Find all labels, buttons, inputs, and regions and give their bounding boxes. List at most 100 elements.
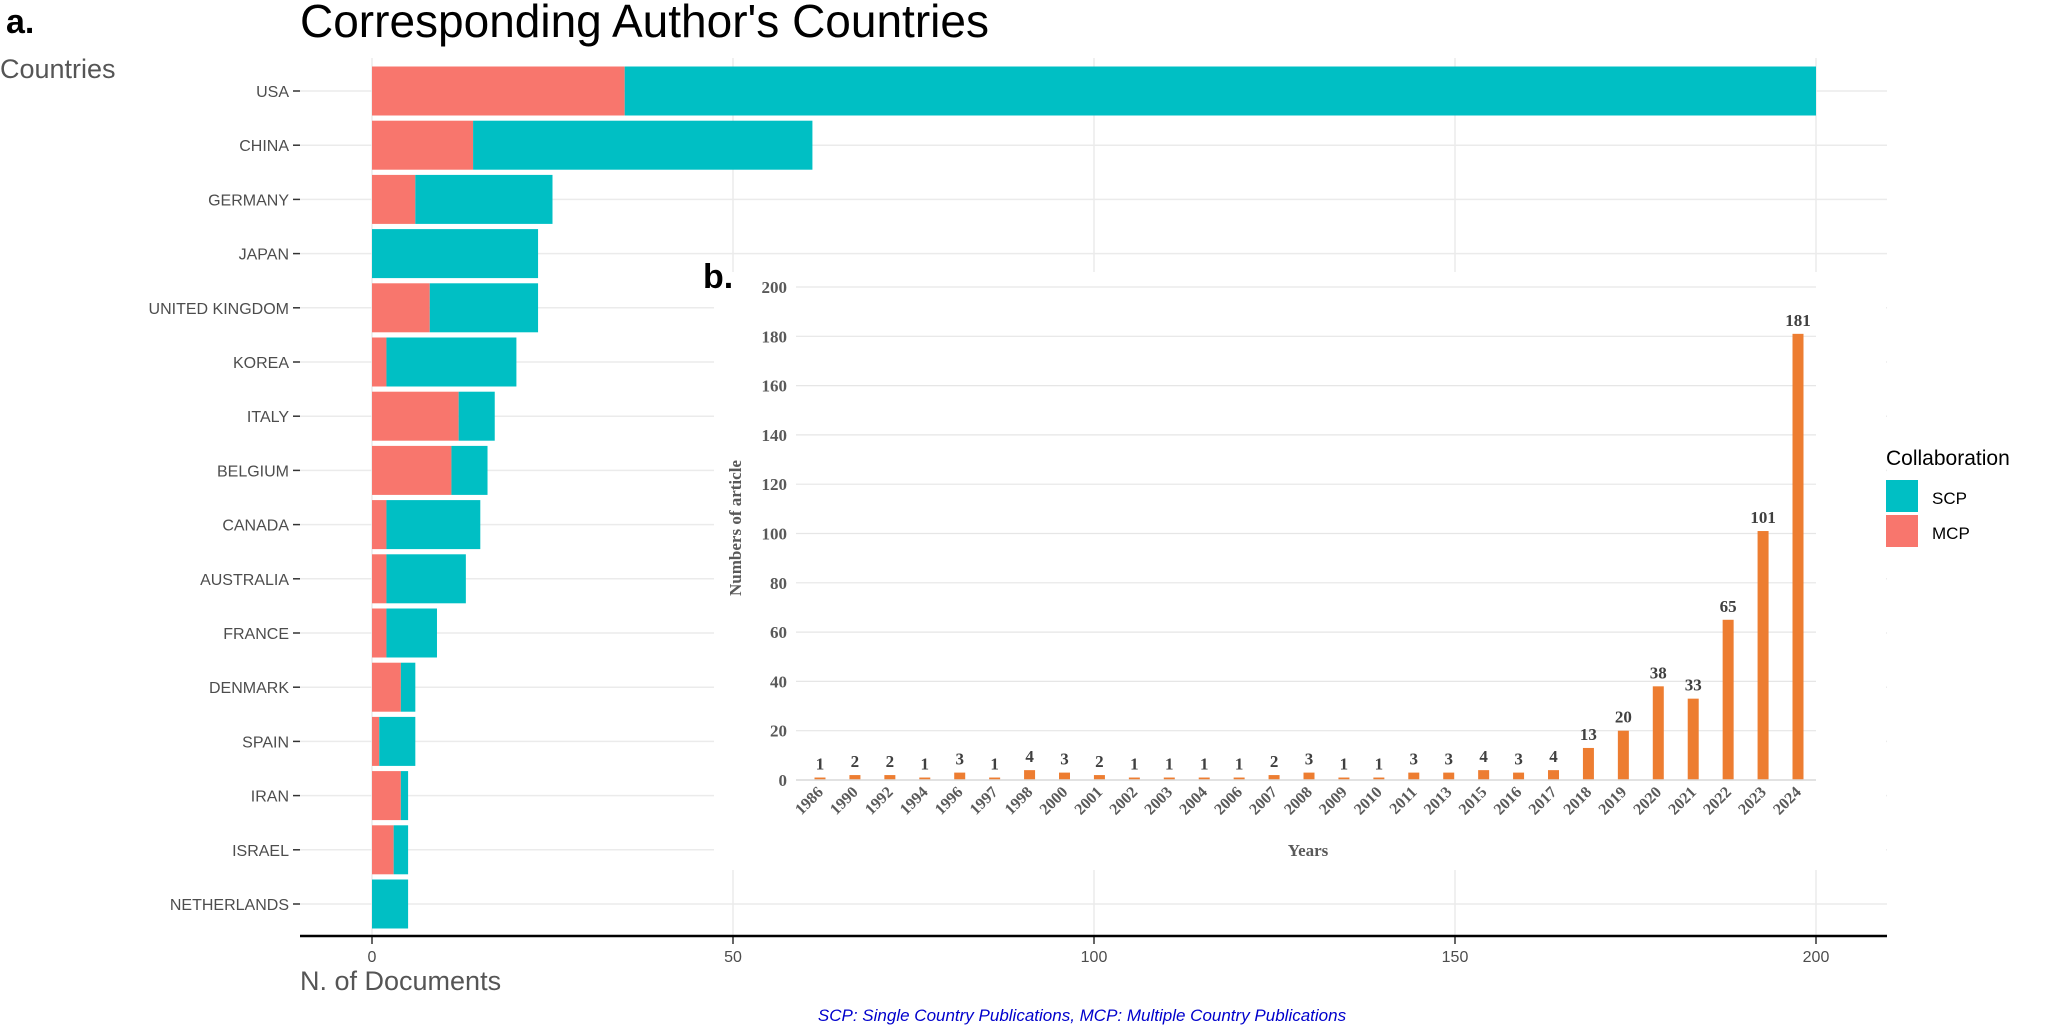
legend: Collaboration SCP MCP [1886,447,2010,547]
bar-italy-scp [458,391,495,441]
bar-year-1996 [954,772,966,780]
data-label: 4 [1025,747,1034,766]
data-label: 13 [1580,725,1597,744]
bar-year-2004 [1198,777,1210,780]
y-tick-label: 80 [770,574,787,593]
data-label: 65 [1720,597,1737,616]
bar-year-2007 [1268,775,1280,780]
data-label: 3 [1514,750,1523,769]
legend-key-mcp [1886,515,1918,547]
bar-year-2000 [1059,772,1070,780]
bar-united-kingdom-mcp [372,283,430,333]
y-tick-label: 200 [762,278,788,297]
bar-year-2019 [1617,730,1629,780]
y-tick-label: 20 [770,722,787,741]
data-label: 3 [1410,750,1419,769]
x-tick-label: 0 [368,949,377,966]
panel-b-y-axis-title: Numbers of article [726,460,745,596]
legend-label-scp: SCP [1932,489,1967,508]
data-label: 3 [955,750,964,769]
x-tick-label: 150 [1442,949,1469,966]
bar-year-2010 [1373,777,1385,780]
country-label: AUSTRALIA [200,572,289,589]
bar-year-1992 [884,775,896,780]
panel-a-country-labels: USA CHINA GERMANY JAPAN UNITED KINGDOM KOREA I… [149,84,300,914]
data-label: 20 [1615,708,1632,727]
y-tick-label: 160 [762,377,788,396]
bar-belgium-mcp [372,445,452,495]
data-label: 2 [1095,752,1104,771]
legend-title: Collaboration [1886,447,2010,470]
bar-iran-mcp [372,771,401,821]
bar-usa-scp [624,66,1817,116]
bar-year-1990 [849,775,861,780]
data-label: 2 [886,752,895,771]
y-tick-label: 120 [762,475,788,494]
country-label: USA [256,84,289,101]
country-label: JAPAN [239,247,289,264]
bar-year-2016 [1513,772,1525,780]
y-tick-label: 60 [770,623,787,642]
data-label: 3 [1060,750,1069,769]
data-label: 181 [1785,311,1811,330]
data-label: 1 [1340,755,1349,774]
panel-b-label: b. [703,258,733,296]
bar-denmark-mcp [372,662,401,712]
legend-key-scp [1886,480,1918,512]
y-tick-label: 180 [762,327,788,346]
data-label: 1 [1375,755,1384,774]
bar-year-2003 [1163,777,1175,780]
bar-spain-mcp [372,716,380,766]
bar-korea-mcp [372,337,387,387]
bar-spain-scp [379,716,416,766]
country-label: NETHERLANDS [170,897,289,914]
bar-italy-mcp [372,391,459,441]
bar-year-2001 [1093,775,1105,780]
panel-a-y-axis-title: Countries [0,54,116,84]
bar-year-2011 [1408,772,1420,780]
bar-year-2006 [1233,777,1245,780]
country-label: GERMANY [208,192,289,209]
data-label: 38 [1650,663,1667,682]
data-label: 1 [1165,755,1174,774]
country-label: KOREA [233,355,289,372]
panel-a-title: Corresponding Author's Countries [300,0,989,47]
country-label: BELGIUM [217,463,289,480]
bar-united-kingdom-scp [429,283,539,333]
data-label: 1 [990,755,999,774]
data-label: 33 [1685,676,1702,695]
bar-germany-scp [415,174,553,224]
bar-year-2024 [1792,333,1804,780]
panel-b-y-ticks: 0 20 40 60 80 100 120 140 160 180 200 [762,278,788,790]
bar-china-mcp [372,120,474,170]
bar-iran-scp [400,771,409,821]
country-label: UNITED KINGDOM [149,301,289,318]
bar-israel-mcp [372,825,394,875]
data-label: 1 [1130,755,1139,774]
data-label: 101 [1750,508,1776,527]
bar-year-2021 [1687,698,1699,780]
bar-year-1994 [919,777,931,780]
x-tick-label: 200 [1803,949,1830,966]
data-label: 2 [1270,752,1279,771]
data-label: 1 [816,755,825,774]
country-label: ISRAEL [232,843,289,860]
bar-china-scp [473,120,813,170]
data-label: 2 [851,752,860,771]
data-label: 1 [1200,755,1209,774]
panel-a-label: a. [6,3,34,41]
bar-year-2022 [1722,619,1734,780]
data-label: 1 [921,755,930,774]
data-label: 3 [1305,750,1314,769]
country-label: CANADA [222,518,289,535]
panel-b-gridlines [796,286,1816,732]
legend-label-mcp: MCP [1932,524,1970,543]
bar-year-2009 [1338,777,1350,780]
x-tick-label: 50 [724,949,742,966]
bar-usa-mcp [372,66,625,116]
y-tick-label: 40 [770,672,787,691]
bar-canada-mcp [372,500,387,550]
bar-belgium-scp [451,445,488,495]
